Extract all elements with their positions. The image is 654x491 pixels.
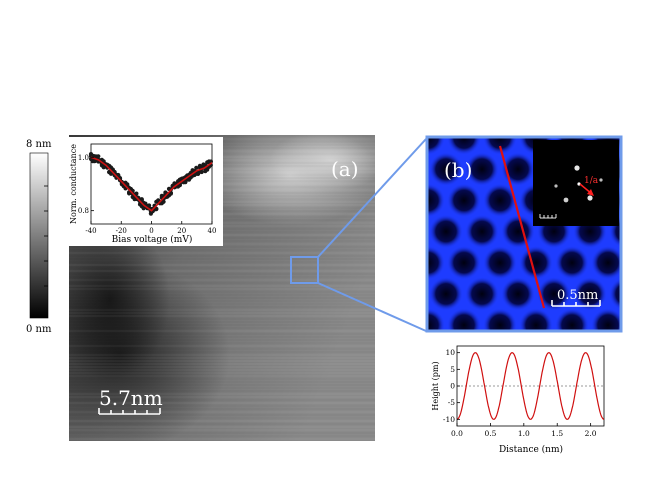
profile-line (456, 352, 605, 420)
fft-arrow-head (587, 189, 594, 196)
panel-a-scalebar (98, 408, 161, 415)
profile-ytick-label: -10 (443, 415, 455, 424)
profile-xtick-label: 2.0 (585, 429, 597, 438)
colorbar: 8 nm 0 nm (26, 139, 52, 335)
profile-xtick-label: 1.5 (551, 429, 563, 438)
profile-ytick-label: 0 (450, 382, 455, 391)
panel-b-scalebar (551, 300, 601, 307)
profile-ylabel: Height (pm) (431, 361, 440, 410)
fft-inset: 1/a (533, 140, 619, 226)
conductance-data-point (194, 165, 199, 170)
panel-a-scalebar-label: 5.7nm (99, 386, 163, 410)
conductance-data-point (125, 182, 130, 187)
conductance-ytick-label: 1.0 (78, 154, 89, 162)
colorbar-min-label: 0 nm (26, 324, 52, 335)
conductance-data-point (147, 203, 152, 208)
panel-b-frame (425, 135, 623, 333)
profile-xtick-label: 0.5 (484, 429, 496, 438)
panel-b-label: (b) (444, 158, 472, 182)
conductance-data-point (168, 191, 173, 196)
conductance-ylabel: Norm. conductance (69, 144, 78, 224)
profile-xlabel: Distance (nm) (499, 444, 563, 455)
zoom-connector-bottom (317, 282, 427, 332)
profile-xtick-label: 1.0 (518, 429, 530, 438)
conductance-xlabel: Bias voltage (mV) (112, 234, 193, 245)
conductance-inset: -40 -20 0 20 40 0.8 1.0 Norm. conductance Bias… (66, 137, 223, 246)
profile-ytick-label: -5 (448, 398, 456, 407)
conductance-xtick-label: 0 (149, 227, 153, 235)
conductance-fit-line (90, 156, 213, 212)
profile-xtick-label: 0.0 (451, 429, 463, 438)
conductance-data-point (199, 169, 204, 175)
conductance-data-point (161, 199, 166, 204)
colorbar-gradient (29, 152, 49, 319)
conductance-xtick-label: -40 (85, 227, 96, 235)
conductance-ytick-label: 0.8 (78, 207, 89, 215)
conductance-xtick-label: 20 (177, 227, 186, 235)
zoom-connector-top (317, 138, 427, 258)
conductance-data-point (96, 154, 101, 159)
fft-label: 1/a (584, 176, 599, 186)
panel-b-scalebar-label: 0.5nm (557, 288, 598, 303)
profile-ytick-label: 5 (450, 365, 455, 374)
conductance-xtick-label: -20 (116, 227, 127, 235)
colorbar-max-label: 8 nm (26, 139, 52, 150)
height-profile-plot: 0.0 0.5 1.0 1.5 2.0 -10 -5 0 5 10 Height (pm) Dis… (431, 345, 605, 455)
zoom-region-box (290, 256, 319, 284)
conductance-data-point (134, 191, 139, 196)
conductance-xtick-label: 40 (208, 227, 217, 235)
line-cut (498, 145, 546, 309)
panel-a-label: (a) (331, 157, 359, 181)
profile-ytick-label: 10 (445, 348, 455, 357)
panel-b-atomic-image: (b) 0.5nm 1/a (425, 135, 623, 333)
